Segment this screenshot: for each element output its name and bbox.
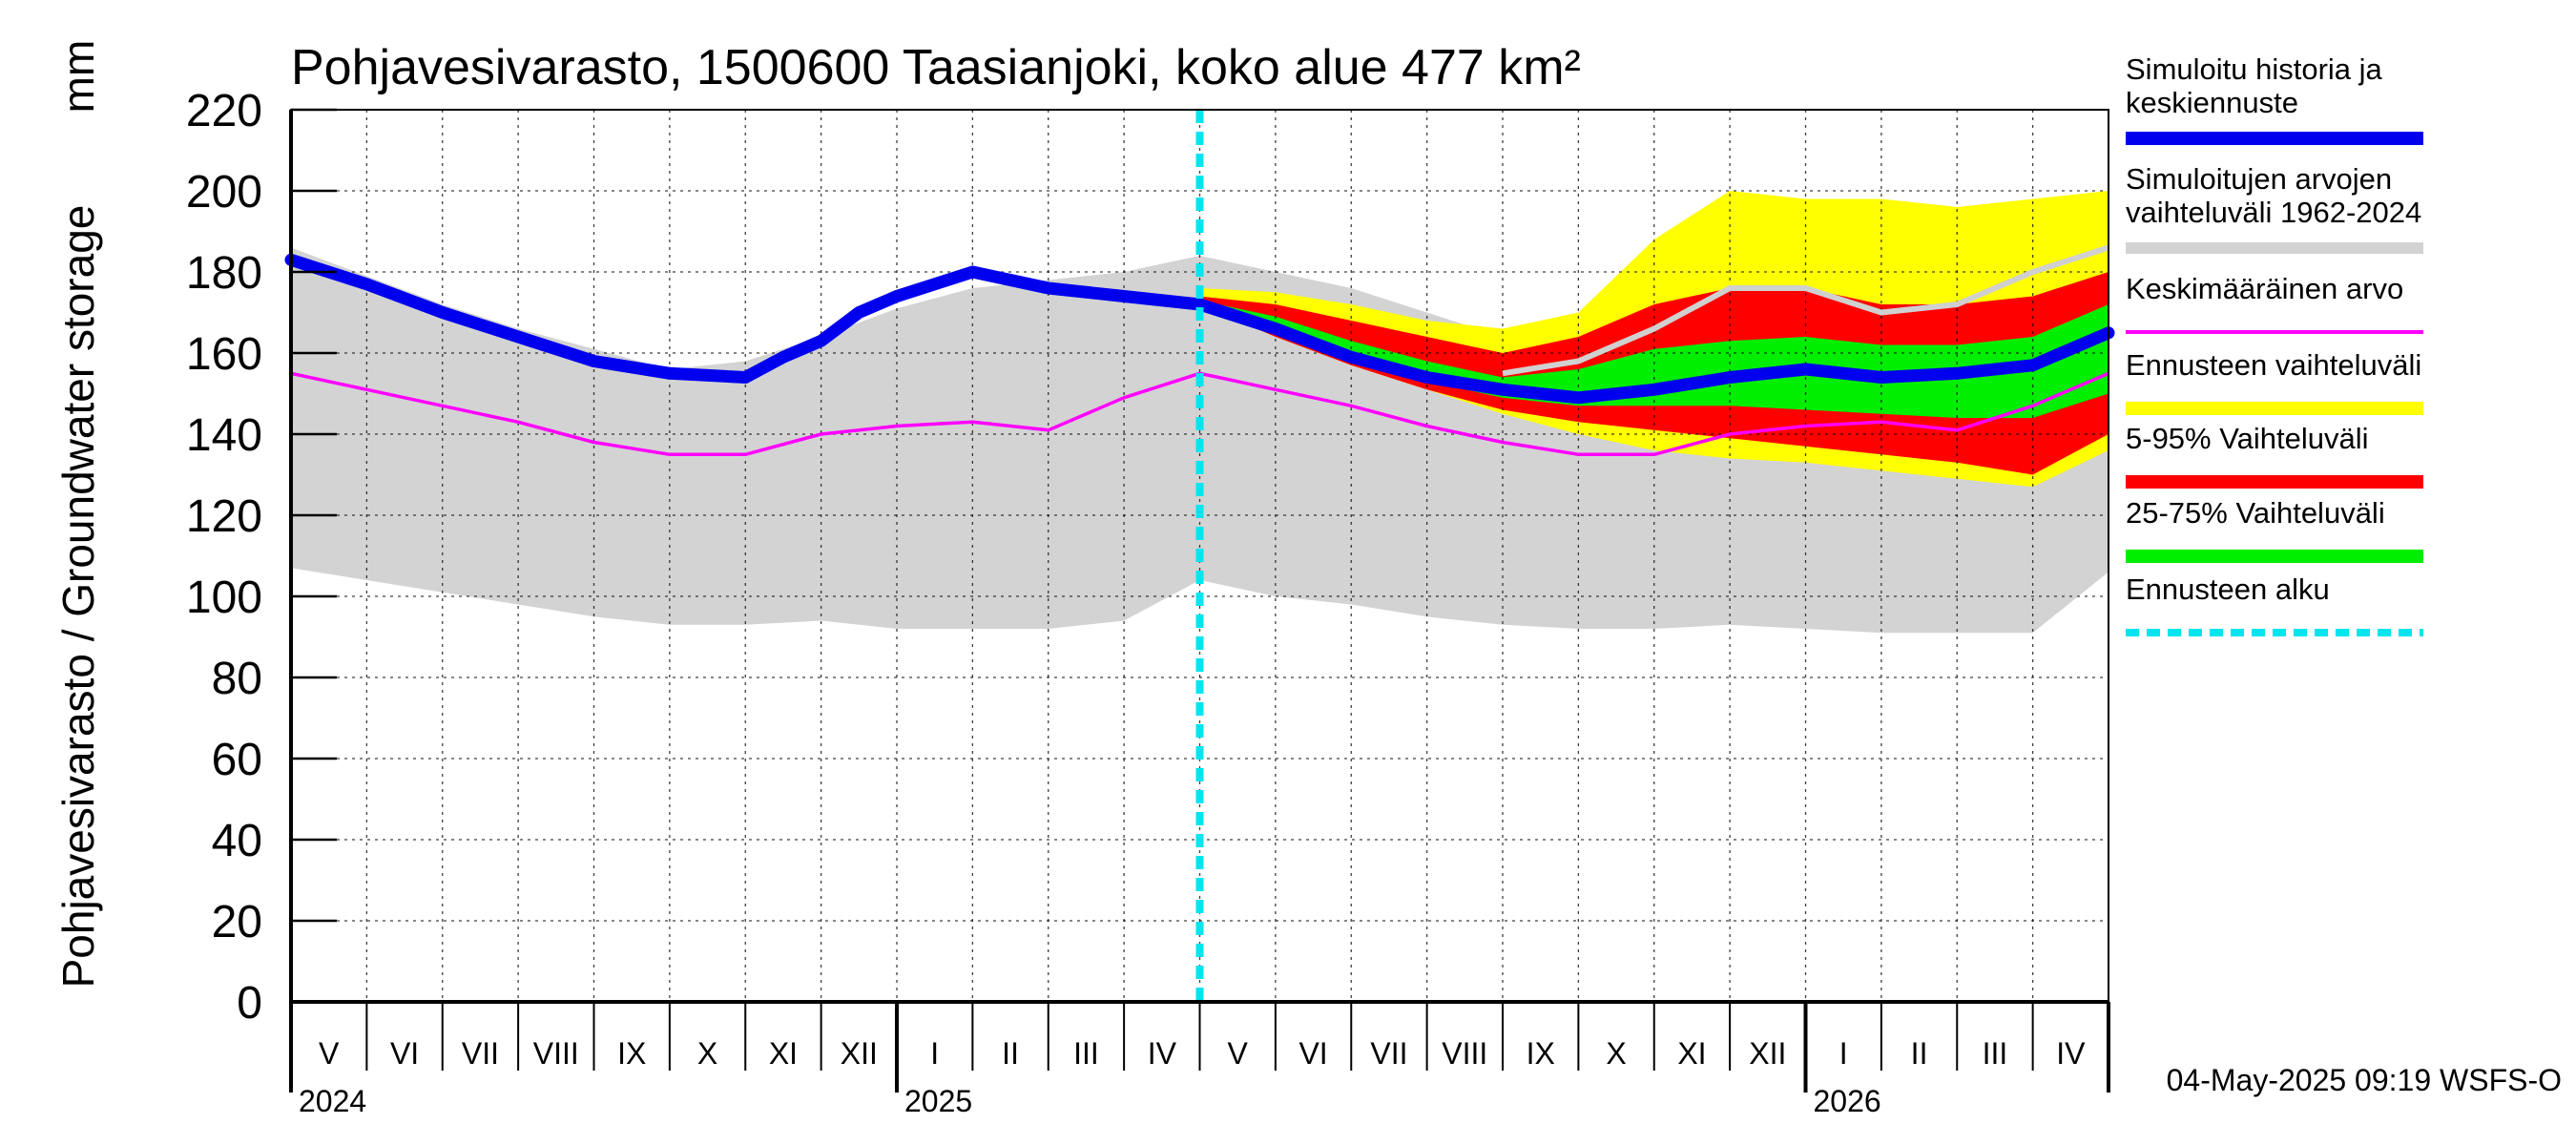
month-label-14: VII xyxy=(1370,1036,1407,1071)
y-tick-label-0: 0 xyxy=(237,978,262,1029)
y-tick-label-40: 40 xyxy=(212,816,262,866)
legend-label-6-0: Ennusteen alku xyxy=(2126,572,2330,606)
month-label-5: X xyxy=(697,1036,717,1071)
legend-label-2-0: Keskimääräinen arvo xyxy=(2126,272,2403,305)
legend-label-0-0: Simuloitu historia ja xyxy=(2126,52,2383,86)
y-tick-label-140: 140 xyxy=(186,410,262,461)
y-tick-label-20: 20 xyxy=(212,897,262,947)
year-label-2026: 2026 xyxy=(1814,1084,1881,1118)
month-label-23: IV xyxy=(2056,1036,2086,1071)
y-tick-label-80: 80 xyxy=(212,654,262,704)
y-tick-label-200: 200 xyxy=(186,167,262,218)
month-label-6: XI xyxy=(769,1036,798,1071)
y-tick-label-120: 120 xyxy=(186,491,262,542)
month-label-9: II xyxy=(1002,1036,1019,1071)
month-label-13: VI xyxy=(1298,1036,1327,1071)
month-label-2: VII xyxy=(462,1036,499,1071)
y-axis-unit: mm xyxy=(53,40,103,114)
month-label-20: I xyxy=(1839,1036,1848,1071)
year-label-2025: 2025 xyxy=(904,1084,972,1118)
legend-label-5-0: 25-75% Vaihteluväli xyxy=(2126,496,2385,530)
y-tick-label-160: 160 xyxy=(186,329,262,380)
legend-label-0-1: keskiennuste xyxy=(2126,86,2298,119)
month-label-10: III xyxy=(1073,1036,1099,1071)
month-label-18: XI xyxy=(1677,1036,1706,1071)
year-label-2024: 2024 xyxy=(299,1084,366,1118)
month-label-11: IV xyxy=(1148,1036,1177,1071)
y-tick-label-60: 60 xyxy=(212,735,262,785)
legend-label-4-0: 5-95% Vaihteluväli xyxy=(2126,422,2368,455)
y-tick-label-180: 180 xyxy=(186,248,262,299)
month-label-4: IX xyxy=(617,1036,646,1071)
month-label-17: X xyxy=(1606,1036,1626,1071)
y-tick-label-100: 100 xyxy=(186,572,262,623)
timestamp: 04-May-2025 09:19 WSFS-O xyxy=(2167,1063,2562,1097)
band-25-75-range xyxy=(1199,300,2109,418)
month-label-12: V xyxy=(1228,1036,1249,1071)
y-tick-label-220: 220 xyxy=(186,86,262,136)
line-simulated-median xyxy=(284,253,2115,405)
month-label-1: VI xyxy=(390,1036,419,1071)
legend-label-3-0: Ennusteen vaihteluväli xyxy=(2126,348,2421,382)
month-label-21: II xyxy=(1911,1036,1928,1071)
y-axis-label: Pohjavesivarasto / Groundwater storage xyxy=(53,205,103,989)
month-label-7: XII xyxy=(841,1036,878,1071)
chart-title: Pohjavesivarasto, 1500600 Taasianjoki, k… xyxy=(291,40,1581,95)
month-label-22: III xyxy=(1983,1036,2008,1071)
axes-layer xyxy=(289,108,2110,1093)
month-label-8: I xyxy=(930,1036,939,1071)
legend-label-1-1: vaihteluväli 1962-2024 xyxy=(2126,196,2421,229)
month-label-19: XII xyxy=(1749,1036,1786,1071)
line-simulated-max xyxy=(1502,244,2109,377)
lines-layer xyxy=(284,110,2115,1002)
month-label-16: IX xyxy=(1527,1036,1555,1071)
legend-label-1-0: Simuloitujen arvojen xyxy=(2126,162,2392,196)
month-label-0: V xyxy=(319,1036,340,1071)
month-label-15: VIII xyxy=(1442,1036,1487,1071)
month-label-3: VIII xyxy=(533,1036,579,1071)
